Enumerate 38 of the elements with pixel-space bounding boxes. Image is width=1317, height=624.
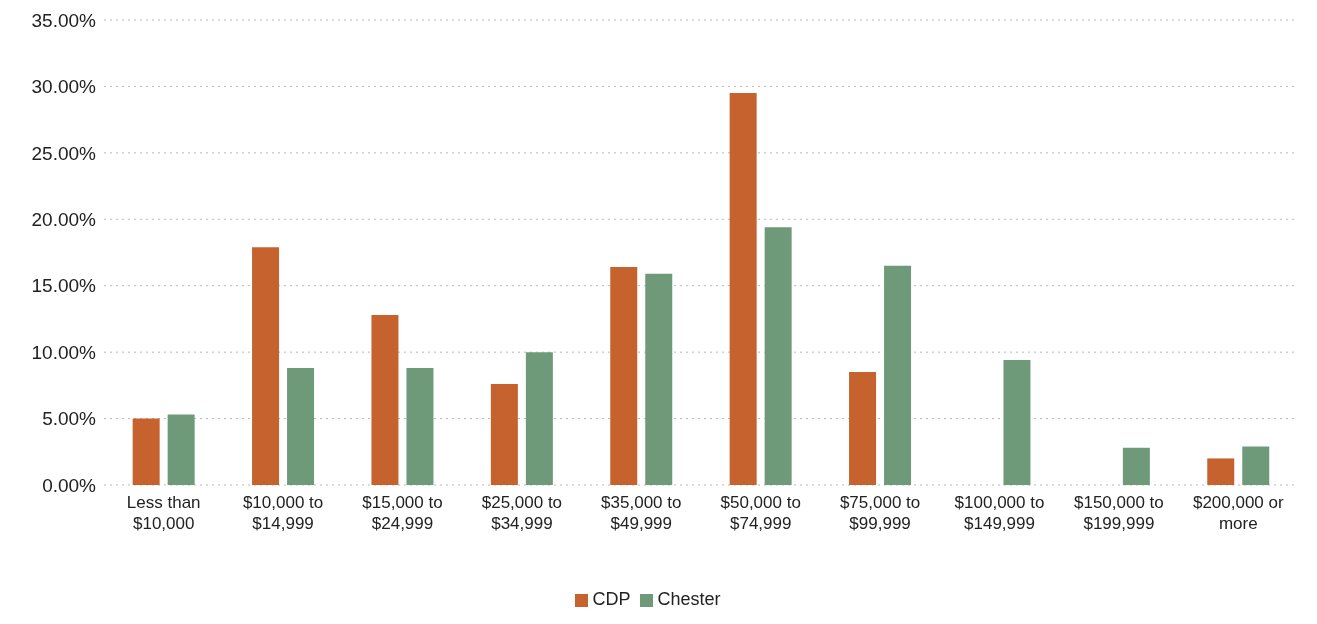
bar — [610, 267, 638, 485]
y-tick-label: 15.00% — [31, 275, 97, 297]
bar — [729, 93, 757, 485]
y-tick-label: 0.00% — [42, 474, 97, 496]
y-tick-label: 10.00% — [31, 341, 97, 363]
x-tick-label: $15,000 to $24,999 — [362, 493, 443, 533]
x-tick-label: Less than $10,000 — [126, 493, 201, 533]
legend-label: CDP — [592, 589, 631, 609]
bar — [287, 368, 315, 485]
y-tick-label: 5.00% — [42, 408, 97, 430]
x-tick-label: $35,000 to $49,999 — [601, 493, 682, 533]
bar — [132, 418, 160, 485]
x-tick-label: $200,000 or more — [1192, 493, 1285, 533]
x-tick-label: $10,000 to $14,999 — [242, 493, 324, 533]
bar — [1242, 446, 1270, 485]
bar — [645, 273, 673, 485]
y-tick-label: 35.00% — [31, 9, 97, 31]
bar — [1122, 447, 1150, 485]
x-tick-label: $25,000 to $34,999 — [481, 493, 563, 533]
y-tick-label: 20.00% — [31, 209, 97, 231]
y-tick-label: 30.00% — [31, 76, 97, 98]
bar — [371, 314, 399, 485]
x-tick-label: $75,000 to $99,999 — [839, 493, 921, 533]
bar — [167, 414, 195, 485]
bar — [1003, 360, 1031, 485]
y-tick-label: 25.00% — [31, 142, 97, 164]
legend-label: Chester — [657, 589, 721, 609]
x-tick-label: $150,000 to $199,999 — [1073, 493, 1164, 533]
bar — [490, 384, 518, 485]
bar — [849, 372, 877, 485]
bar — [884, 265, 912, 485]
x-tick-label: $50,000 to $74,999 — [720, 493, 801, 533]
bar — [525, 352, 553, 485]
bar — [252, 247, 280, 485]
bar — [406, 368, 434, 485]
bar — [764, 227, 792, 485]
x-tick-label: $100,000 to $149,999 — [954, 493, 1045, 533]
bar — [1207, 458, 1235, 485]
